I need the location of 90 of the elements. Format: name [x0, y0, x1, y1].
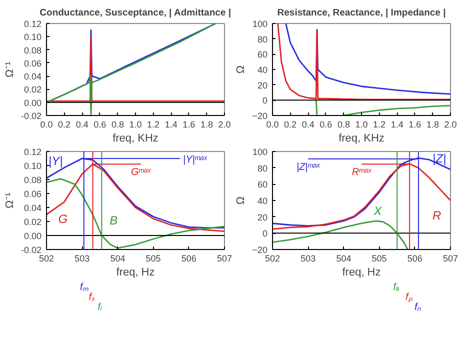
x-tick-label: 1.8 — [426, 120, 439, 130]
x-tick-label: 506 — [407, 254, 422, 264]
x-tick-label: 0.2 — [284, 120, 297, 130]
y-tick-label: 20 — [257, 80, 268, 90]
x-tick-label: 1.0 — [355, 120, 368, 130]
x-tick-label: 1.6 — [182, 120, 196, 130]
x-tick-label: 506 — [181, 254, 196, 264]
x-tick-label: 1.0 — [129, 120, 142, 130]
y-tick-label: 0.06 — [24, 189, 42, 199]
y-tick-label: -0.02 — [20, 245, 42, 255]
y-tick-label: 0.06 — [24, 58, 42, 68]
chart-title: Conductance, Susceptance, | Admittance | — [40, 8, 231, 18]
y-tick-label: 0.10 — [24, 32, 42, 42]
ref-line-label: fₛ — [88, 292, 96, 303]
x-tick-label: 0.2 — [58, 120, 71, 130]
y-tick-label: 0.10 — [24, 161, 42, 171]
x-axis-title: freq, Hz — [116, 266, 155, 278]
ref-line-label: Rᵐᵃˣ — [352, 167, 372, 178]
x-tick-label: 0.4 — [76, 120, 88, 130]
y-tick-label: 100 — [252, 19, 268, 29]
y-tick-label: 100 — [252, 147, 268, 157]
x-tick-label: 502 — [38, 254, 54, 264]
y-tick-label: -0.02 — [20, 111, 42, 121]
series-label: X — [372, 204, 383, 218]
x-tick-label: 502 — [264, 254, 280, 264]
x-tick-label: 507 — [442, 254, 458, 264]
x-tick-label: 0.6 — [320, 120, 332, 130]
y-tick-label: 40 — [257, 65, 268, 75]
y-tick-label: 80 — [257, 34, 268, 44]
y-tick-label: 0.02 — [24, 217, 42, 227]
y-tick-label: 60 — [257, 180, 268, 190]
series-label: B — [110, 214, 118, 228]
x-tick-label: 1.4 — [164, 120, 178, 130]
x-tick-label: 505 — [146, 254, 161, 264]
y-tick-label: 0.12 — [24, 147, 42, 157]
x-tick-label: 0.0 — [40, 120, 53, 130]
y-axis-title: Ω⁻¹ — [4, 192, 16, 208]
ref-line-label: Gᵐᵃˣ — [130, 167, 152, 178]
y-axis-title: Ω⁻¹ — [4, 61, 16, 78]
x-tick-label: 1.4 — [390, 120, 404, 130]
ref-line-label: fₘ — [80, 282, 89, 293]
y-tick-label: 0.08 — [24, 45, 42, 56]
ref-line-label: |Y|ᵐᵃˣ — [183, 154, 208, 166]
chart-title: Resistance, Reactance, | Impedance | — [277, 8, 446, 18]
x-tick-label: 2.0 — [218, 120, 231, 130]
y-tick-label: 0.00 — [24, 98, 42, 108]
y-tick-label: 0 — [262, 96, 268, 106]
x-tick-label: 503 — [300, 254, 316, 264]
y-axis-title: Ω — [235, 196, 248, 205]
series-label: |Z| — [432, 151, 446, 166]
ref-line-label: |Z|ᵐᵃˣ — [296, 162, 320, 173]
x-tick-label: 1.2 — [147, 120, 160, 130]
series-label: R — [432, 208, 442, 222]
x-tick-label: 0.8 — [111, 120, 124, 130]
x-tick-label: 2.0 — [444, 120, 457, 130]
ref-line-label: fᵣ — [98, 302, 104, 313]
y-tick-label: 0.04 — [24, 72, 42, 82]
x-tick-label: 1.2 — [373, 120, 386, 130]
ref-line-label: fₐ — [393, 282, 400, 293]
x-tick-label: 0.8 — [337, 120, 350, 130]
y-tick-label: −20 — [252, 111, 268, 121]
x-tick-label: 1.8 — [200, 120, 213, 130]
y-tick-label: 0 — [262, 228, 268, 239]
y-tick-label: 0.02 — [24, 84, 42, 95]
x-tick-label: 0.6 — [94, 120, 106, 130]
y-tick-label: 0.08 — [24, 175, 42, 185]
x-tick-label: 507 — [216, 254, 232, 264]
y-tick-label: −20 — [252, 245, 268, 255]
x-tick-label: 1.6 — [408, 120, 422, 130]
ref-line-label: fₙ — [414, 302, 422, 313]
series-label: |Y| — [48, 154, 63, 168]
ref-line-label: fₚ — [406, 292, 414, 303]
x-tick-label: 0.0 — [266, 120, 279, 130]
series-label: G — [58, 212, 68, 226]
y-tick-label: 80 — [257, 163, 268, 174]
y-tick-label: 0.00 — [24, 231, 42, 241]
x-axis-title: freq, Hz — [342, 266, 381, 278]
x-axis-title: freq, KHz — [112, 132, 158, 144]
x-tick-label: 504 — [110, 254, 126, 264]
x-tick-label: 504 — [336, 254, 352, 264]
x-tick-label: 505 — [372, 254, 387, 264]
y-tick-label: 40 — [257, 196, 268, 206]
x-axis-title: freq, KHz — [338, 132, 384, 144]
y-tick-label: 0.04 — [24, 203, 42, 213]
y-axis-title: Ω — [235, 65, 248, 74]
x-tick-label: 503 — [74, 254, 90, 264]
y-tick-label: 60 — [257, 50, 268, 60]
y-tick-label: 0.12 — [24, 19, 42, 29]
y-tick-label: 20 — [257, 212, 268, 222]
x-tick-label: 0.4 — [302, 120, 314, 130]
